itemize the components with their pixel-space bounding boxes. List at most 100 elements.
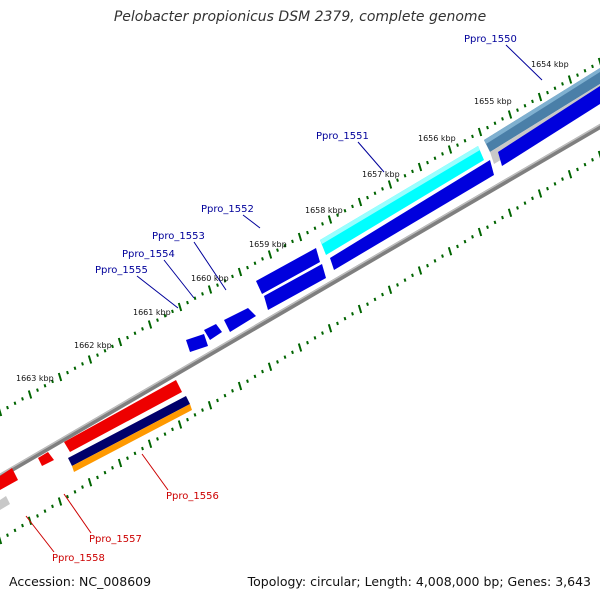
gene-label[interactable]: Ppro_1551 [316, 131, 369, 142]
outer-tick [291, 239, 294, 244]
gene-ppro-1555-block[interactable] [204, 324, 222, 340]
gene-ppro-1553-block[interactable] [264, 264, 326, 310]
gene-ppro-1557-block[interactable] [38, 452, 54, 466]
gene-label[interactable]: Ppro_1553 [152, 231, 205, 242]
outer-tick [591, 64, 594, 69]
outer-tick [456, 143, 459, 147]
gene-leader-line [163, 259, 195, 299]
gene-ppro-1558-block[interactable] [0, 468, 18, 490]
inner-tick [583, 162, 587, 167]
gene-ppro-1552-block[interactable] [256, 248, 320, 294]
inner-tick [411, 273, 414, 278]
outer-tick [597, 57, 600, 66]
inner-tick [597, 150, 600, 159]
outer-tick [343, 208, 347, 213]
inner-tick [43, 509, 47, 513]
inner-tick [553, 182, 557, 186]
inner-tick [223, 393, 227, 398]
gene-leader-line [242, 214, 261, 229]
inner-tick [111, 466, 114, 470]
gene-leader-line [141, 453, 169, 491]
outer-tick [433, 156, 437, 161]
outer-tick [141, 327, 144, 331]
gene-label[interactable]: Ppro_1557 [89, 534, 142, 545]
inner-tick [207, 400, 213, 410]
inner-tick [561, 177, 564, 181]
inner-tick [201, 408, 204, 412]
outer-tick [103, 348, 107, 353]
inner-tick-track [0, 150, 600, 545]
inner-tick [216, 398, 219, 403]
gene-label[interactable]: Ppro_1558 [52, 553, 105, 564]
gene-label[interactable]: Ppro_1552 [201, 204, 254, 215]
outer-tick [381, 187, 384, 191]
outer-tick [0, 408, 3, 417]
outer-tick [283, 243, 287, 248]
inner-tick [103, 470, 107, 475]
outer-tick [96, 353, 99, 357]
outer-tick [253, 261, 257, 266]
outer-tick [117, 337, 123, 347]
inner-tick [117, 458, 123, 468]
gene-ppro-1554-block[interactable] [224, 308, 256, 332]
gene-navy-block[interactable] [68, 396, 190, 466]
inner-tick [0, 536, 3, 545]
outer-tick [66, 370, 69, 375]
outer-tick [583, 68, 587, 73]
outer-tick [43, 383, 47, 388]
outer-tick [246, 265, 249, 270]
inner-tick [357, 304, 363, 314]
gene-leader-line [505, 44, 543, 81]
inner-tick [147, 439, 153, 449]
inner-tick [36, 514, 39, 518]
inner-tick [51, 504, 54, 509]
outer-tick [163, 313, 167, 318]
genome-backbone-highlight [0, 123, 600, 476]
gene-ppro-1556-block[interactable] [64, 380, 182, 452]
gene-label[interactable]: Ppro_1555 [95, 265, 148, 276]
outer-tick [463, 138, 467, 143]
outer-tick [156, 318, 159, 322]
inner-tick [523, 201, 527, 205]
inner-tick [186, 417, 189, 422]
outer-tick [387, 180, 393, 189]
inner-tick [261, 369, 264, 374]
outer-tick [327, 215, 333, 224]
gene-ppro-1551-block[interactable] [320, 146, 484, 255]
gene-right-blue-block[interactable] [498, 86, 600, 166]
inner-tick [81, 485, 84, 489]
inner-tick [283, 355, 287, 359]
outer-tick [576, 73, 579, 77]
inner-tick [441, 254, 444, 258]
inner-tick [321, 331, 324, 335]
outer-tick [87, 355, 93, 364]
inner-tick [351, 312, 354, 316]
tick-label: 1663 kbp [16, 374, 54, 383]
inner-tick [567, 169, 573, 179]
inner-tick [336, 321, 339, 326]
gene-label[interactable]: Ppro_1556 [166, 491, 219, 502]
outer-tick [231, 274, 234, 279]
inner-tick [366, 302, 369, 306]
gene-mid-blue-block[interactable] [330, 160, 494, 270]
inner-tick [163, 432, 167, 436]
inner-tick [327, 323, 333, 333]
inner-tick [246, 379, 249, 383]
outer-tick [73, 366, 77, 371]
inner-tick [306, 340, 309, 345]
gene-label[interactable]: Ppro_1554 [122, 249, 175, 260]
outer-tick [537, 92, 543, 102]
gene-small-blue-block[interactable] [186, 334, 208, 352]
outer-tick [426, 160, 429, 165]
gene-label[interactable]: Ppro_1550 [464, 34, 517, 45]
outer-tick [493, 121, 497, 126]
outer-tick [516, 108, 519, 112]
gene-ppro-1551-shade [320, 146, 480, 244]
gene-leader-line [136, 275, 179, 309]
tick-label: 1654 kbp [531, 60, 569, 69]
inner-tick [156, 437, 159, 441]
inner-tick [343, 316, 347, 321]
gene-orange-block[interactable] [72, 404, 192, 472]
outer-tick [531, 99, 534, 104]
